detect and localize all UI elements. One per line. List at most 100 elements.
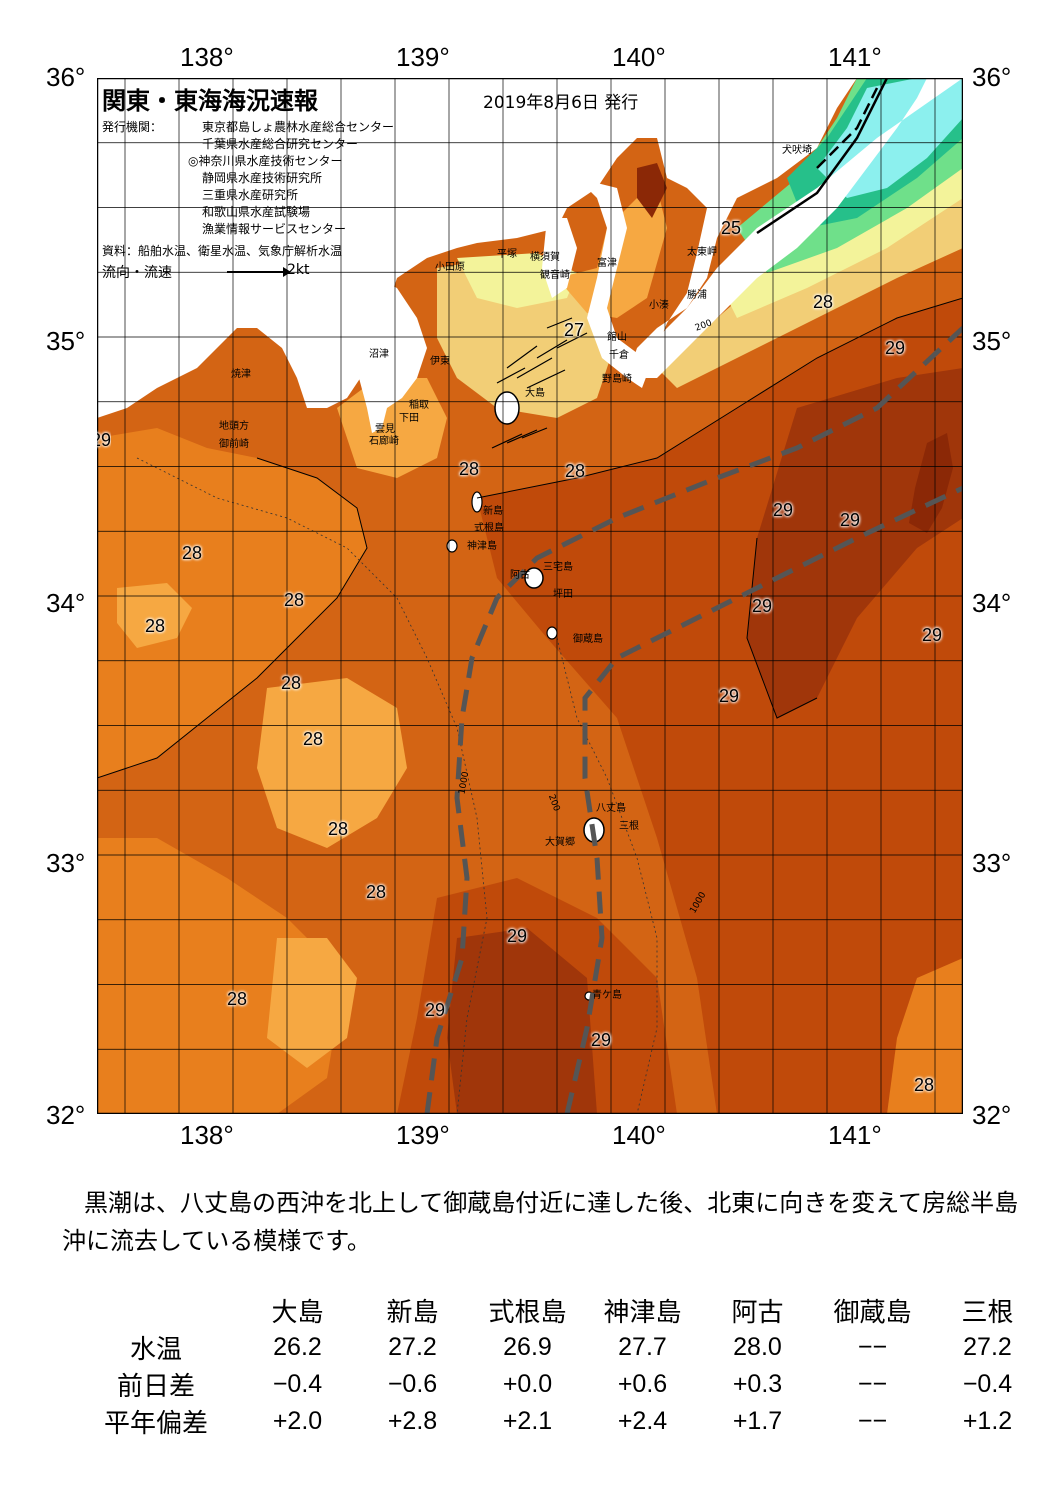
isotherm-label-28-b: 28 (565, 461, 586, 481)
isotherm-label-28-h: 28 (303, 729, 324, 749)
lat-label-35-left: 35° (46, 326, 86, 356)
lon-label-140-bottom: 140° (612, 1120, 666, 1150)
place-ito: 伊東 (430, 356, 450, 367)
row-label-water-temp: 水温 (129, 1335, 182, 1365)
table-cell: −− (857, 1333, 888, 1361)
place-odawara: 小田原 (435, 262, 465, 273)
place-futtsu: 富津 (597, 258, 617, 269)
col-mitsune: 三根 (961, 1298, 1014, 1328)
place-mikurajima: 御蔵島 (573, 634, 603, 645)
lat-label-33-left: 33° (46, 848, 86, 878)
col-niijima: 新島 (386, 1298, 439, 1328)
sst-29-5-zone-east (747, 368, 963, 718)
place-kumomi: 雲見 (375, 424, 395, 435)
flow-legend-scale: 2kt (287, 262, 310, 278)
lon-label-140-top: 140° (612, 42, 666, 72)
place-katsuura: 勝浦 (687, 290, 707, 301)
izu-peninsula (352, 278, 427, 433)
col-mikurajima: 御蔵島 (833, 1298, 912, 1328)
place-miyakejima: 三宅島 (543, 562, 573, 573)
isotherm-label-29-d: 29 (752, 596, 773, 616)
isotherm-label-28-g: 28 (281, 673, 302, 693)
table-cell: −0.6 (387, 1370, 438, 1398)
table-cell: 27.7 (618, 1333, 667, 1361)
table-cell: +2.8 (387, 1407, 438, 1435)
sst-27-5-patch-2 (117, 583, 192, 648)
isotherm-label-29-g: 29 (507, 926, 528, 946)
boso-peninsula (577, 78, 963, 378)
place-shikinejima: 式根島 (474, 523, 504, 534)
col-shikinejima: 式根島 (488, 1298, 567, 1328)
place-hiratsuka: 平塚 (497, 249, 517, 260)
agency-1: 東京都島しょ農林水産総合センター (202, 120, 395, 134)
lon-label-141-top: 141° (828, 42, 882, 72)
flow-vectors (491, 317, 588, 449)
place-kozushima: 神津島 (467, 541, 497, 552)
col-ako: 阿古 (731, 1298, 784, 1328)
map-frame (97, 78, 963, 1114)
lat-label-34-right: 34° (972, 588, 1012, 618)
place-inubozaki: 犬吠埼 (782, 145, 812, 156)
table-cell: +1.2 (962, 1407, 1013, 1435)
isotherm-label-28-f: 28 (145, 616, 166, 636)
summary-text: 黒潮は、八丈島の西沖を北上して御蔵島付近に達した後、北東に向きを変えて房総半島沖… (62, 1184, 1022, 1260)
lon-label-138-bottom: 138° (180, 1120, 234, 1150)
place-yaizu: 焼津 (231, 369, 251, 380)
table-cell: 27.2 (388, 1333, 437, 1361)
col-oshima: 大島 (271, 1298, 324, 1328)
sst-27-5-patch-3 (337, 378, 447, 478)
place-tsubota: 坪田 (553, 589, 573, 600)
place-taitomisaki: 太東岬 (687, 247, 717, 258)
place-tateyama: 館山 (607, 332, 627, 343)
issue-date: 2019年8月6日 発行 (483, 93, 639, 113)
flow-legend-arrow (227, 271, 287, 273)
isotherm-label-28-j: 28 (366, 882, 387, 902)
place-aogashima: 青ケ島 (592, 990, 622, 1001)
place-shimoda: 下田 (399, 413, 419, 424)
table-cell: +2.1 (502, 1407, 553, 1435)
summary-paragraph: 黒潮は、八丈島の西沖を北上して御蔵島付近に達した後、北東に向きを変えて房総半島沖… (62, 1189, 1019, 1255)
mikurajima-island (546, 626, 558, 640)
table-header-row: 大島 新島 式根島 神津島 阿古 御蔵島 三根 (72, 1292, 1045, 1329)
miura-peninsula (542, 218, 577, 298)
place-ako: 阿古 (510, 570, 530, 581)
isotherm-label-28-l: 28 (914, 1075, 935, 1095)
isotherm-label-28-e: 28 (284, 590, 305, 610)
table-row: 前日差 −0.4 −0.6 +0.0 +0.6 +0.3 −− −0.4 (72, 1366, 1045, 1403)
place-kannonzaki: 観音崎 (540, 270, 570, 281)
table-cell: +0.6 (617, 1370, 668, 1398)
lon-label-139-bottom: 139° (396, 1120, 450, 1150)
table-cell: +2.4 (617, 1407, 668, 1435)
mainland-japan (97, 78, 963, 418)
isotherm-label-25: 25 (721, 218, 742, 238)
isotherm-label-28-k: 28 (227, 989, 248, 1009)
oshima-island (494, 391, 520, 425)
place-oshima: 大島 (525, 388, 545, 399)
niijima-island (471, 491, 483, 513)
table-cell: −0.4 (962, 1370, 1013, 1398)
place-okago: 大賀郷 (545, 837, 575, 848)
flow-legend-label: 流向・流速 (102, 265, 172, 281)
place-jitogata: 地頭方 (219, 421, 249, 432)
lon-label-138-top: 138° (180, 42, 234, 72)
lat-label-34-left: 34° (46, 588, 86, 618)
lat-label-32-left: 32° (46, 1100, 86, 1130)
isotherm-label-29-i: 29 (591, 1030, 612, 1050)
place-chikura: 千倉 (609, 350, 629, 361)
lat-label-35-right: 35° (972, 326, 1012, 356)
isotherm-label-29-e: 29 (922, 625, 943, 645)
place-kominato: 小湊 (649, 300, 669, 311)
place-yokosuka: 横須賀 (530, 252, 560, 263)
sea-temperature-map-svg (97, 78, 963, 1114)
agency-4: 静岡県水産技術研究所 (202, 171, 323, 185)
table-cell: 28.0 (733, 1333, 782, 1361)
isotherm-label-29-c: 29 (840, 510, 861, 530)
sst-28-zone-west (97, 428, 367, 778)
isotherm-label-29-j: 29 (97, 430, 111, 450)
isotherm-label-28-a: 28 (813, 292, 834, 312)
table-cell: +0.3 (732, 1370, 783, 1398)
place-mitsune: 三根 (619, 821, 639, 832)
table-row: 平年偏差 +2.0 +2.8 +2.1 +2.4 +1.7 −− +1.2 (72, 1403, 1045, 1440)
table-cell: 26.2 (273, 1333, 322, 1361)
lon-label-141-bottom: 141° (828, 1120, 882, 1150)
